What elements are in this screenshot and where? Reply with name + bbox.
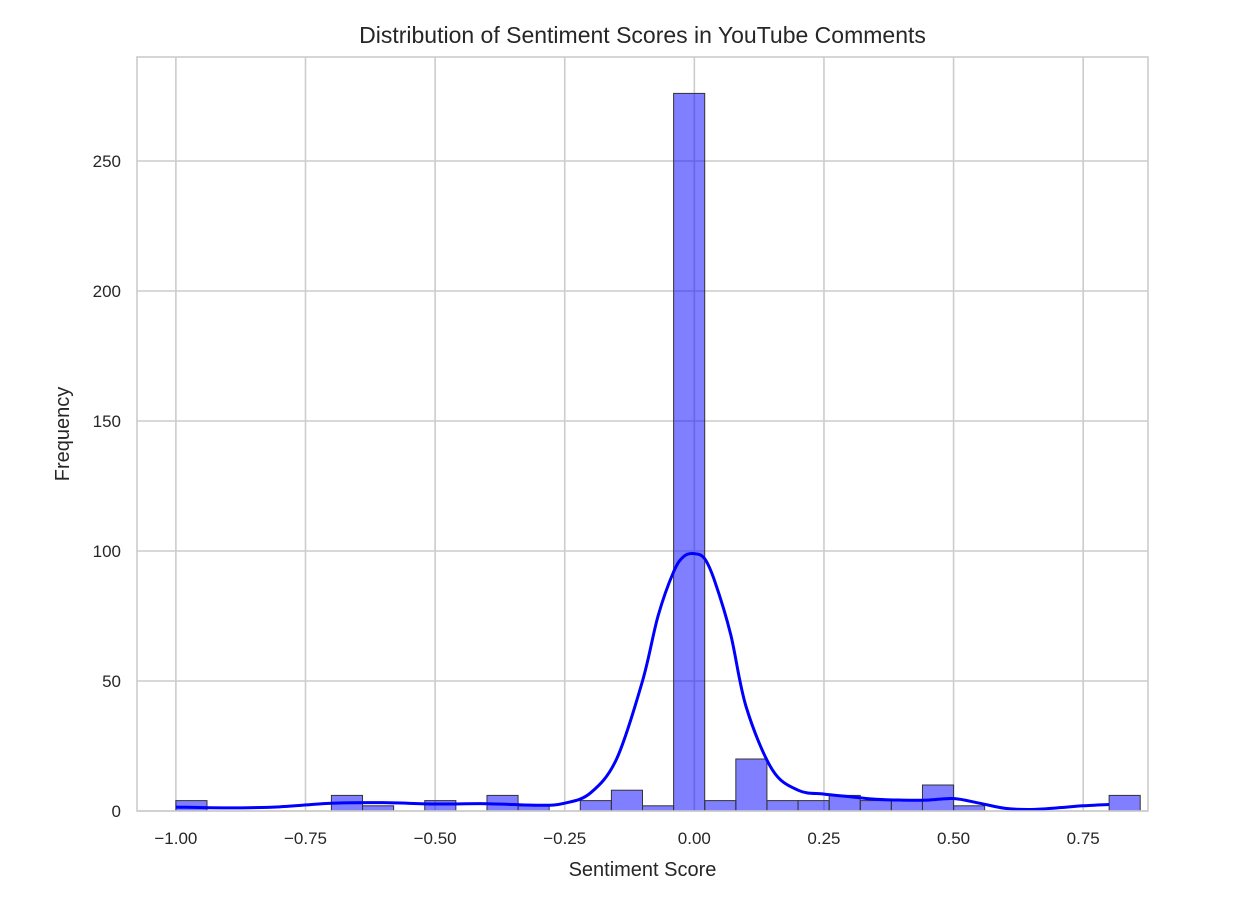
x-tick-label: 0.25 xyxy=(807,829,840,848)
y-tick-labels: 0 50 100 150 200 250 xyxy=(93,152,121,821)
histogram-bar xyxy=(673,92,706,812)
x-tick-label: −0.25 xyxy=(543,829,586,848)
x-tick-label: 0.00 xyxy=(678,829,711,848)
y-tick-label: 0 xyxy=(112,802,121,821)
histogram-bar xyxy=(1108,794,1141,812)
histogram-bar xyxy=(766,800,799,812)
kde-curve-layer xyxy=(175,551,1110,811)
kde-curve xyxy=(175,551,1110,811)
x-tick-label: 0.75 xyxy=(1067,829,1100,848)
histogram-bar xyxy=(579,800,612,812)
histogram-bar xyxy=(704,800,737,812)
x-tick-label: 0.50 xyxy=(937,829,970,848)
grid-lines xyxy=(137,57,1148,812)
x-tick-labels: −1.00 −0.75 −0.50 −0.25 0.00 0.25 0.50 0.75 xyxy=(154,829,1099,848)
plot-area-frame xyxy=(136,56,1149,812)
x-tick-label: −0.75 xyxy=(284,829,327,848)
x-tick-label: −1.00 xyxy=(154,829,197,848)
histogram-bar xyxy=(890,800,923,812)
x-tick-label: −0.50 xyxy=(414,829,457,848)
histogram-bars xyxy=(175,92,1141,812)
y-tick-label: 50 xyxy=(102,672,121,691)
histogram-bar xyxy=(424,800,457,812)
histogram-bar xyxy=(859,800,892,812)
y-tick-label: 150 xyxy=(93,412,121,431)
y-tick-label: 250 xyxy=(93,152,121,171)
y-tick-label: 100 xyxy=(93,542,121,561)
y-tick-label: 200 xyxy=(93,282,121,301)
chart-title: Distribution of Sentiment Scores in YouT… xyxy=(359,22,926,48)
histogram-bar xyxy=(797,800,830,812)
x-axis-label: Sentiment Score xyxy=(569,859,717,881)
y-axis-label: Frequency xyxy=(52,387,74,482)
histogram-bar xyxy=(735,758,768,812)
histogram-bar xyxy=(610,789,644,812)
